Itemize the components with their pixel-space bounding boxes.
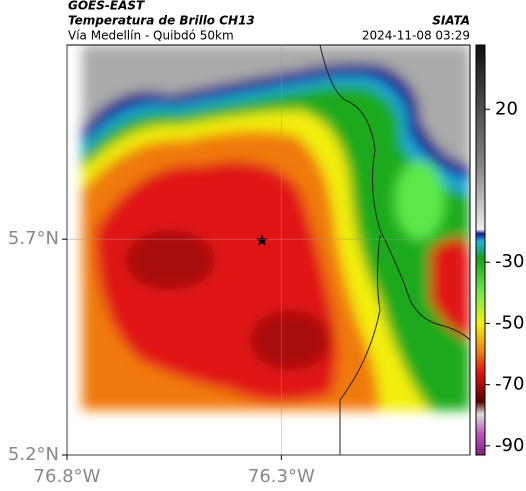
y-tick-label: 5.7°N: [8, 228, 59, 249]
subtitle: Temperatura de Brillo CH13: [68, 14, 255, 28]
route: Vía Medellín - Quibdó 50km: [68, 29, 234, 43]
x-tick-label: 76.8°W: [34, 466, 101, 487]
colorbar: [475, 44, 486, 456]
brightness-image: [67, 45, 470, 455]
title: GOES-EAST: [68, 0, 145, 13]
colorbar-tick-label: -70: [495, 374, 524, 395]
timestamp: 2024-11-08 03:29: [362, 29, 470, 43]
source: SIATA: [432, 14, 470, 28]
location-star: [255, 234, 269, 246]
colorbar-tick-label: -30: [495, 251, 524, 272]
colorbar-tick-label: 20: [495, 98, 518, 119]
y-tick-label: 5.2°N: [8, 444, 59, 465]
colorbar-tick-label: -50: [495, 312, 524, 333]
colorbar-tick-label: -90: [495, 435, 524, 456]
x-tick-label: 76.3°W: [248, 466, 315, 487]
